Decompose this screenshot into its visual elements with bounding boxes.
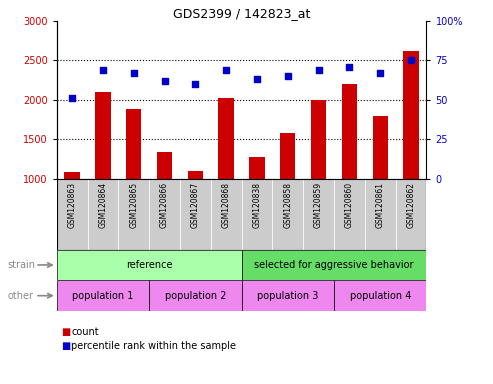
Text: percentile rank within the sample: percentile rank within the sample	[71, 341, 237, 351]
Text: GSM120860: GSM120860	[345, 182, 354, 228]
Bar	[149, 280, 242, 311]
Bar	[242, 250, 426, 280]
Bar	[334, 179, 365, 250]
Text: population 2: population 2	[165, 291, 226, 301]
Point	[253, 76, 261, 83]
Text: GSM120838: GSM120838	[252, 182, 261, 228]
Bar	[95, 92, 110, 179]
Point	[68, 95, 76, 101]
Point	[346, 64, 353, 70]
Text: GSM120865: GSM120865	[129, 182, 138, 228]
Text: population 1: population 1	[72, 291, 134, 301]
Text: GSM120864: GSM120864	[99, 182, 107, 228]
Bar	[218, 98, 234, 179]
Bar	[126, 109, 141, 179]
Text: GSM120862: GSM120862	[407, 182, 416, 228]
Point	[222, 67, 230, 73]
Bar	[57, 280, 149, 311]
Bar	[211, 179, 242, 250]
Bar	[395, 179, 426, 250]
Bar	[365, 179, 395, 250]
Text: ■: ■	[62, 341, 71, 351]
Text: selected for aggressive behavior: selected for aggressive behavior	[254, 260, 414, 270]
Text: GSM120858: GSM120858	[283, 182, 292, 228]
Text: GSM120863: GSM120863	[68, 182, 76, 228]
Text: count: count	[71, 327, 99, 337]
Text: reference: reference	[126, 260, 173, 270]
Bar	[280, 133, 295, 179]
Bar	[88, 179, 118, 250]
Bar	[303, 179, 334, 250]
Bar	[118, 179, 149, 250]
Bar	[188, 171, 203, 179]
Bar	[157, 152, 172, 179]
Text: other: other	[7, 291, 34, 301]
Bar	[57, 179, 88, 250]
Text: ■: ■	[62, 327, 71, 337]
Title: GDS2399 / 142823_at: GDS2399 / 142823_at	[173, 7, 310, 20]
Text: population 3: population 3	[257, 291, 318, 301]
Text: GSM120859: GSM120859	[314, 182, 323, 228]
Text: GSM120866: GSM120866	[160, 182, 169, 228]
Bar	[249, 157, 265, 179]
Point	[376, 70, 384, 76]
Bar	[242, 179, 272, 250]
Bar	[180, 179, 211, 250]
Bar	[57, 250, 242, 280]
Text: GSM120861: GSM120861	[376, 182, 385, 228]
Text: GSM120868: GSM120868	[222, 182, 231, 228]
Bar	[403, 51, 419, 179]
Bar	[342, 84, 357, 179]
Bar	[311, 100, 326, 179]
Text: strain: strain	[7, 260, 35, 270]
Bar	[272, 179, 303, 250]
Point	[284, 73, 292, 79]
Point	[315, 67, 322, 73]
Bar	[65, 172, 80, 179]
Bar	[149, 179, 180, 250]
Text: GSM120867: GSM120867	[191, 182, 200, 228]
Bar	[334, 280, 426, 311]
Bar	[242, 280, 334, 311]
Text: population 4: population 4	[350, 291, 411, 301]
Point	[407, 58, 415, 64]
Point	[130, 70, 138, 76]
Point	[191, 81, 199, 87]
Point	[99, 67, 107, 73]
Bar	[373, 116, 388, 179]
Point	[161, 78, 169, 84]
